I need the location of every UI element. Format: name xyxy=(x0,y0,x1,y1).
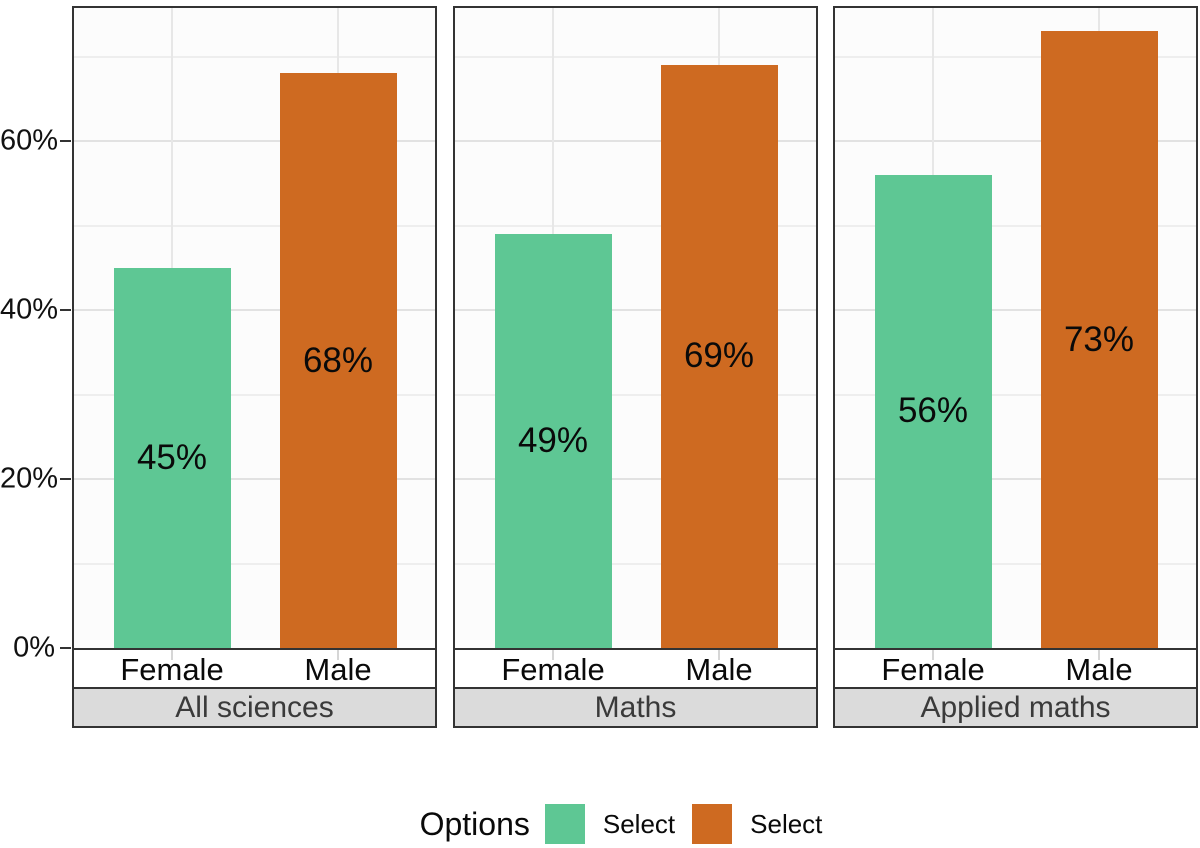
major-gridline xyxy=(835,140,1196,142)
facet-panel: 49% 69% Female Male Maths xyxy=(453,6,818,728)
facet-strip-label: Maths xyxy=(455,687,816,726)
y-axis-tick-label: 40% xyxy=(0,293,59,326)
plot-area: 56% 73% xyxy=(835,8,1196,648)
legend: Options Select Select xyxy=(21,802,1200,846)
x-axis-band: Female Male xyxy=(74,648,435,687)
minor-gridline xyxy=(74,224,435,227)
bar-male: 68% xyxy=(279,73,397,648)
bar-value-label: 56% xyxy=(897,391,969,431)
minor-gridline xyxy=(835,393,1196,396)
y-axis-tick-mark xyxy=(60,309,71,311)
bar-female: 45% xyxy=(113,267,231,648)
minor-gridline xyxy=(455,55,816,58)
minor-gridline xyxy=(74,55,435,58)
y-axis-tick-mark xyxy=(60,140,71,142)
plot-area: 49% 69% xyxy=(455,8,816,648)
legend-items: Select Select xyxy=(544,804,822,844)
y-axis-tick-mark xyxy=(60,647,71,649)
bar-value-label: 49% xyxy=(517,420,589,460)
major-gridline xyxy=(74,309,435,311)
facet-strip-label: All sciences xyxy=(74,687,435,726)
x-axis-category-label: Female xyxy=(120,652,224,687)
x-axis-category-label: Male xyxy=(304,652,372,687)
major-gridline xyxy=(835,478,1196,480)
legend-item: Select xyxy=(544,804,676,844)
minor-gridline xyxy=(835,562,1196,565)
x-axis-category-label: Female xyxy=(501,652,605,687)
minor-gridline xyxy=(455,562,816,565)
major-gridline xyxy=(74,140,435,142)
minor-gridline xyxy=(835,55,1196,58)
legend-item: Select xyxy=(692,804,822,844)
x-axis-tick-mark xyxy=(337,650,339,660)
x-axis-tick-mark xyxy=(171,650,173,660)
facet-panel: 56% 73% Female Male Applied maths xyxy=(833,6,1198,728)
bar-male: 69% xyxy=(660,64,778,648)
bar-female: 56% xyxy=(874,174,992,648)
minor-gridline xyxy=(835,224,1196,227)
x-axis-category-label: Male xyxy=(1065,652,1133,687)
x-axis-tick-mark xyxy=(932,650,934,660)
major-gridline xyxy=(74,478,435,480)
major-gridline xyxy=(455,478,816,480)
plot-area: 45% 68% xyxy=(74,8,435,648)
legend-swatch xyxy=(544,804,585,844)
x-axis-band: Female Male xyxy=(835,648,1196,687)
y-axis-tick-label: 0% xyxy=(13,631,55,664)
x-axis-tick-mark xyxy=(718,650,720,660)
major-gridline xyxy=(455,309,816,311)
legend-item-label: Select xyxy=(602,808,676,839)
bar-value-label: 73% xyxy=(1063,319,1135,359)
bar-value-label: 69% xyxy=(683,336,755,376)
x-axis-tick-mark xyxy=(1098,650,1100,660)
major-gridline xyxy=(835,309,1196,311)
y-axis-tick-label: 20% xyxy=(0,462,59,495)
legend-swatch xyxy=(692,804,733,844)
minor-gridline xyxy=(74,393,435,396)
facet-strip-label: Applied maths xyxy=(835,687,1196,726)
y-axis-tick-label: 60% xyxy=(0,124,59,157)
minor-gridline xyxy=(455,393,816,396)
legend-item-label: Select xyxy=(750,808,823,839)
minor-gridline xyxy=(74,562,435,565)
x-axis-tick-mark xyxy=(552,650,554,660)
bar-value-label: 68% xyxy=(302,340,374,380)
bar-value-label: 45% xyxy=(136,437,208,477)
legend-title: Options xyxy=(419,805,530,842)
minor-gridline xyxy=(455,224,816,227)
major-gridline xyxy=(455,140,816,142)
bar-male: 73% xyxy=(1040,31,1158,648)
y-axis-tick-mark xyxy=(60,478,71,480)
facet-panel: 45% 68% Female Male All sciences xyxy=(72,6,437,728)
x-axis-category-label: Female xyxy=(881,652,985,687)
bar-female: 49% xyxy=(494,233,612,648)
x-axis-band: Female Male xyxy=(455,648,816,687)
x-axis-category-label: Male xyxy=(685,652,753,687)
